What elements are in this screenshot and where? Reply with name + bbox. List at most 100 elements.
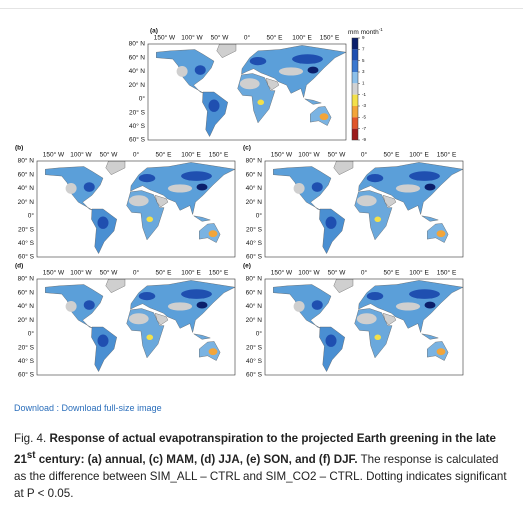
- lat-label: 0°: [28, 212, 35, 220]
- lat-label: 60° S: [18, 253, 35, 261]
- download-links: Download : Download full-size image: [14, 403, 162, 413]
- lat-label: 60° S: [246, 253, 263, 261]
- lon-label: 50° W: [328, 269, 347, 277]
- colorbar-segment: [352, 49, 358, 61]
- lon-label: 100° E: [409, 151, 429, 159]
- lon-label: 50° E: [384, 269, 401, 277]
- map: [272, 279, 463, 372]
- lat-label: 60° S: [129, 136, 146, 144]
- lat-label: 40° S: [246, 357, 263, 365]
- lat-label: 0°: [28, 330, 35, 338]
- lon-label: 50° W: [100, 151, 119, 159]
- lat-label: 0°: [139, 95, 146, 103]
- colorbar-segment: [352, 83, 358, 95]
- lat-label: 40° S: [18, 239, 35, 247]
- colorbar-tick-label: -5: [362, 115, 366, 120]
- lat-label: 60° N: [246, 288, 263, 296]
- map: [155, 44, 346, 137]
- lon-label: 150° W: [271, 269, 293, 277]
- top-rule: [0, 8, 523, 9]
- colorbar-tick-label: -3: [362, 103, 366, 108]
- lon-label: 0°: [244, 34, 251, 42]
- panel-label: (a): [150, 28, 158, 35]
- lon-label: 150° E: [320, 34, 340, 42]
- colorbar-unit: mm month-1: [348, 27, 383, 36]
- lon-label: 100° W: [298, 151, 320, 159]
- lon-label: 100° E: [181, 151, 201, 159]
- lat-label: 40° S: [18, 357, 35, 365]
- colorbar-segment: [352, 117, 358, 129]
- colorbar-tick-label: 7: [362, 47, 365, 52]
- lat-label: 20° S: [18, 225, 35, 233]
- panel-label: (e): [243, 263, 251, 270]
- lat-label: 20° N: [18, 316, 35, 324]
- map: [44, 161, 235, 254]
- caption-title-post: century: (a) annual, (c) MAM, (d) JJA, (…: [35, 452, 358, 466]
- lat-label: 20° N: [129, 81, 146, 89]
- lon-label: 50° W: [328, 151, 347, 159]
- lat-label: 40° S: [129, 122, 146, 130]
- colorbar-tick-label: -9: [362, 137, 366, 142]
- figure: (a)150° W 100° W 50° W 0° 50° E 100° E 150° E8…: [15, 27, 464, 379]
- caption-title-sup: st: [26, 450, 36, 461]
- lat-label: 40° N: [129, 67, 146, 75]
- lat-label: 60° N: [129, 53, 146, 61]
- map-frame: [264, 278, 464, 376]
- lon-label: 100° E: [181, 269, 201, 277]
- lat-label: 80° N: [18, 275, 35, 283]
- caption-title: Response of actual evapotranspiration to…: [14, 432, 496, 466]
- lon-label: 100° E: [292, 34, 312, 42]
- lon-label: 100° W: [298, 269, 320, 277]
- colorbar-tick-label: 1: [362, 81, 365, 86]
- lon-label: 50° E: [267, 34, 284, 42]
- colorbar-tick-label: 3: [362, 69, 365, 74]
- map-frame: [36, 278, 236, 376]
- lat-label: 40° N: [246, 302, 263, 310]
- lon-label: 50° E: [156, 269, 173, 277]
- colorbar-tick-label: 5: [362, 58, 365, 63]
- caption: Fig. 4. Response of actual evapotranspir…: [14, 430, 509, 502]
- colorbar-segment: [352, 38, 358, 50]
- download-prefix: Download :: [14, 403, 62, 413]
- lat-label: 40° N: [18, 302, 35, 310]
- lat-label: 80° N: [246, 157, 263, 165]
- lon-label: 150° W: [43, 269, 65, 277]
- colorbar-segment: [352, 60, 358, 72]
- lon-label: 150° W: [271, 151, 293, 159]
- lat-label: 20° N: [246, 198, 263, 206]
- colorbar-frame: [351, 37, 359, 141]
- lon-label: 100° W: [181, 34, 203, 42]
- colorbar-tick-label: 9: [362, 35, 365, 40]
- lat-label: 20° S: [129, 108, 146, 116]
- lat-label: 0°: [256, 212, 263, 220]
- colorbar-segment: [352, 94, 358, 106]
- lon-label: 150° E: [209, 269, 229, 277]
- map-frame: [264, 160, 464, 258]
- panel-label: (d): [15, 263, 23, 270]
- map: [44, 279, 235, 372]
- panel-label: (b): [15, 145, 23, 152]
- lat-label: 20° S: [246, 343, 263, 351]
- lat-label: 80° N: [18, 157, 35, 165]
- lon-label: 150° E: [209, 151, 229, 159]
- lon-label: 150° E: [437, 269, 457, 277]
- lat-label: 60° N: [18, 170, 35, 178]
- caption-text: The response is calculated as the differ…: [14, 452, 507, 500]
- download-link[interactable]: Download full-size image: [61, 403, 162, 413]
- lat-label: 20° S: [246, 225, 263, 233]
- lat-label: 60° S: [18, 371, 35, 379]
- lat-label: 80° N: [246, 275, 263, 283]
- colorbar-tick-label: -1: [362, 92, 366, 97]
- lon-label: 150° E: [437, 151, 457, 159]
- map-frame: [147, 43, 347, 141]
- lon-label: 50° E: [156, 151, 173, 159]
- lat-label: 0°: [256, 330, 263, 338]
- lat-label: 40° N: [18, 184, 35, 192]
- colorbar-segment: [352, 128, 358, 140]
- lon-label: 100° W: [70, 269, 92, 277]
- map: [272, 161, 463, 254]
- caption-label: Fig. 4.: [14, 432, 47, 445]
- lat-label: 60° N: [246, 170, 263, 178]
- lat-label: 60° S: [246, 371, 263, 379]
